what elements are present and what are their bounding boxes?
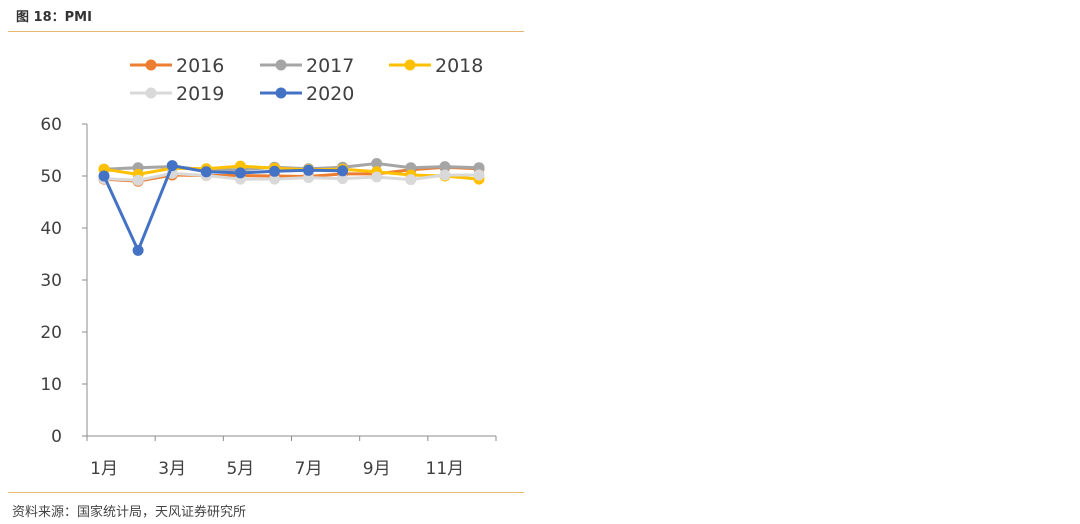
data-point (371, 171, 383, 183)
y-tick-label: 40 (40, 219, 62, 239)
y-tick-label: 10 (40, 375, 62, 395)
series-line-2018 (102, 164, 481, 181)
data-point (132, 174, 144, 186)
series-2019 (98, 167, 485, 186)
y-tick-label: 0 (51, 427, 62, 447)
data-point (200, 166, 212, 178)
x-tick-label: 7月 (295, 459, 323, 479)
y-tick-label: 30 (40, 271, 62, 291)
data-point (439, 169, 451, 181)
legend-label: 2016 (176, 55, 224, 77)
x-tick-label: 9月 (363, 459, 391, 479)
series-2018 (98, 160, 485, 185)
x-tick-label: 3月 (158, 459, 186, 479)
series-line-2020 (102, 164, 345, 252)
legend-item-2018: 2018 (389, 55, 483, 77)
data-point (337, 165, 349, 177)
legend-label: 2020 (306, 83, 354, 105)
y-tick-label: 20 (40, 323, 62, 343)
data-point (337, 173, 349, 185)
legend-label: 2018 (435, 55, 483, 77)
y-tick-label: 60 (40, 115, 62, 135)
legend-item-2020: 2020 (260, 83, 354, 105)
x-tick-label: 5月 (226, 459, 254, 479)
footer-divider (8, 492, 524, 493)
legend-swatch-marker (275, 59, 287, 71)
data-point (269, 173, 280, 185)
data-point (98, 170, 110, 182)
series-line-2019 (102, 171, 481, 182)
data-point (473, 169, 485, 181)
y-tick-label: 50 (40, 167, 62, 187)
legend-item-2019: 2019 (130, 83, 224, 105)
header-divider (8, 31, 524, 32)
data-point (303, 164, 314, 176)
legend-swatch-marker (404, 59, 416, 71)
legend-swatch-marker (275, 87, 287, 99)
legend-swatch-marker (145, 87, 157, 99)
source-note: 资料来源：国家统计局，天风证券研究所 (12, 505, 247, 520)
legend-item-2017: 2017 (260, 55, 354, 77)
data-point (439, 161, 451, 173)
x-tick-label: 1月 (90, 459, 118, 479)
legend-item-2016: 2016 (130, 55, 224, 77)
figure-title: 图 18：PMI (16, 10, 92, 25)
data-point (371, 158, 383, 169)
data-point (132, 244, 144, 256)
chart-legend: 2016 2017 2018 2019 2020 (130, 55, 483, 105)
chart-series (98, 158, 485, 256)
series-2017 (98, 158, 485, 176)
legend-label: 2017 (306, 55, 354, 77)
series-2020 (98, 160, 349, 256)
data-point (166, 160, 178, 172)
legend-label: 2019 (176, 83, 224, 105)
chart-axes: 0 10 20 30 40 50 60 1月 3月 5月 7月 9月 11月 (40, 115, 497, 479)
x-tick-label: 11月 (426, 459, 465, 479)
data-point (269, 165, 280, 177)
legend-swatch-marker (145, 59, 157, 71)
data-point (405, 174, 417, 186)
data-point (234, 167, 246, 179)
